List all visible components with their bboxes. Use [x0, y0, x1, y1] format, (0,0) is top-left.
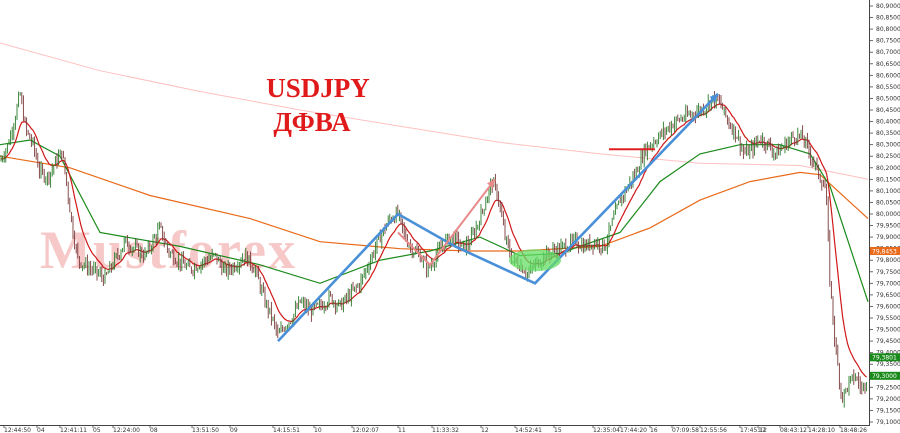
time-axis: 12:44:50 04 12:41:11 05 12:24:00 08 13:51:50 09…	[3, 425, 867, 433]
price-tick-label: 80,2500	[876, 153, 900, 160]
time-tick-label: 07:09:58	[672, 427, 699, 433]
price-label-box	[870, 247, 900, 255]
time-tick-label: 12:55:56	[700, 427, 727, 433]
price-tick-label: 80,1000	[876, 188, 900, 195]
price-tick-label: 80,5000	[876, 95, 900, 102]
price-tick-label: 79,4000	[876, 350, 900, 357]
price-tick-label: 79,5000	[876, 327, 900, 334]
price-tick-label: 79,7000	[876, 280, 900, 287]
price-tick-label: 80,7500	[876, 38, 900, 45]
time-tick-label: 14:28:10	[808, 427, 835, 433]
time-tick-label: 08:43:12	[780, 427, 807, 433]
price-tick-label: 79,1500	[876, 407, 900, 414]
moving-average-line-1	[0, 42, 869, 180]
price-tick-label: 80,6500	[876, 61, 900, 68]
time-tick-label: 12	[481, 427, 489, 433]
time-tick-label: 14:52:41	[515, 427, 542, 433]
time-tick-label: 12:41:11	[60, 427, 87, 433]
price-tick-label: 80,2000	[876, 165, 900, 172]
price-tick-label: 79,5500	[876, 315, 900, 322]
highlight-ellipse	[509, 249, 561, 272]
pattern-arrow-2	[397, 178, 496, 267]
price-label-text: 79,3000	[872, 373, 897, 380]
price-tick-label: 80,4500	[876, 107, 900, 114]
price-tick-label: 79,4500	[876, 338, 900, 345]
price-tick-label: 80,1500	[876, 176, 900, 183]
time-tick-label: 12:35:04	[593, 427, 620, 433]
price-tick-label: 79,3500	[876, 361, 900, 368]
time-tick-label: 17	[758, 427, 766, 433]
time-tick-label: 05	[93, 427, 101, 433]
time-tick-label: 10	[314, 427, 322, 433]
price-tick-label: 80,9000	[876, 3, 900, 10]
pattern-arrow-1	[277, 92, 719, 343]
time-tick-label: 11	[398, 427, 406, 433]
time-tick-label: 12:02:07	[352, 427, 379, 433]
price-label-box	[870, 353, 900, 362]
time-tick-label: 16	[650, 427, 658, 433]
price-tick-label: 80,0500	[876, 199, 900, 206]
price-label-text: 79,3801	[872, 355, 897, 362]
price-tick-label: 79,8000	[876, 257, 900, 264]
time-tick-label: 08	[150, 427, 158, 433]
arrow-head-2	[487, 179, 495, 189]
time-tick-label: 14:15:51	[273, 427, 300, 433]
price-tick-label: 80,4000	[876, 119, 900, 126]
time-tick-label: 04	[37, 427, 45, 433]
price-axis: 80,9000 80,8500 80,8000 80,7500 80,7000 80,65…	[869, 3, 900, 426]
price-tick-label: 80,5500	[876, 84, 900, 91]
price-tick-label: 80,7000	[876, 49, 900, 56]
price-tick-label: 80,0000	[876, 211, 900, 218]
price-tick-label: 79,9500	[876, 223, 900, 230]
price-tick-label: 80,3000	[876, 142, 900, 149]
price-tick-label: 79,9000	[876, 234, 900, 241]
annotations	[277, 92, 719, 343]
chart-subtitle: ДФВА	[273, 107, 351, 137]
price-label-box	[870, 371, 900, 380]
time-tick-label: 11:33:32	[432, 427, 459, 433]
time-tick-label: 09	[230, 427, 238, 433]
time-tick-label: 12:24:00	[113, 427, 140, 433]
moving-average-line-2	[0, 155, 869, 252]
arrow-head-1	[709, 93, 718, 103]
price-tick-label: 80,8000	[876, 26, 900, 33]
price-tick-label: 79,6000	[876, 303, 900, 310]
time-tick-label: 17:44:20	[620, 427, 647, 433]
moving-averages	[0, 42, 869, 378]
price-label-text: 79,8453	[872, 248, 897, 255]
price-tick-label: 79,6500	[876, 292, 900, 299]
price-tick-label: 80,3500	[876, 130, 900, 137]
price-tick-label: 79,2000	[876, 396, 900, 403]
price-tick-label: 79,7500	[876, 269, 900, 276]
price-tick-label: 79,1000	[876, 419, 900, 426]
time-tick-label: 12:44:50	[4, 427, 31, 433]
time-tick-label: 15	[554, 427, 562, 433]
time-tick-label: 13:51:50	[192, 427, 219, 433]
price-tick-label: 79,2500	[876, 384, 900, 391]
chart-title: USDJPY	[266, 73, 370, 103]
time-tick-label: 17:45:12	[740, 427, 767, 433]
moving-average-line-3	[0, 139, 869, 302]
time-tick-label: 18:48:26	[840, 427, 867, 433]
price-labels: 79,8453 79,3801 79,3000	[870, 247, 900, 380]
price-tick-label: 80,8500	[876, 15, 900, 22]
price-tick-label: 80,6000	[876, 72, 900, 79]
